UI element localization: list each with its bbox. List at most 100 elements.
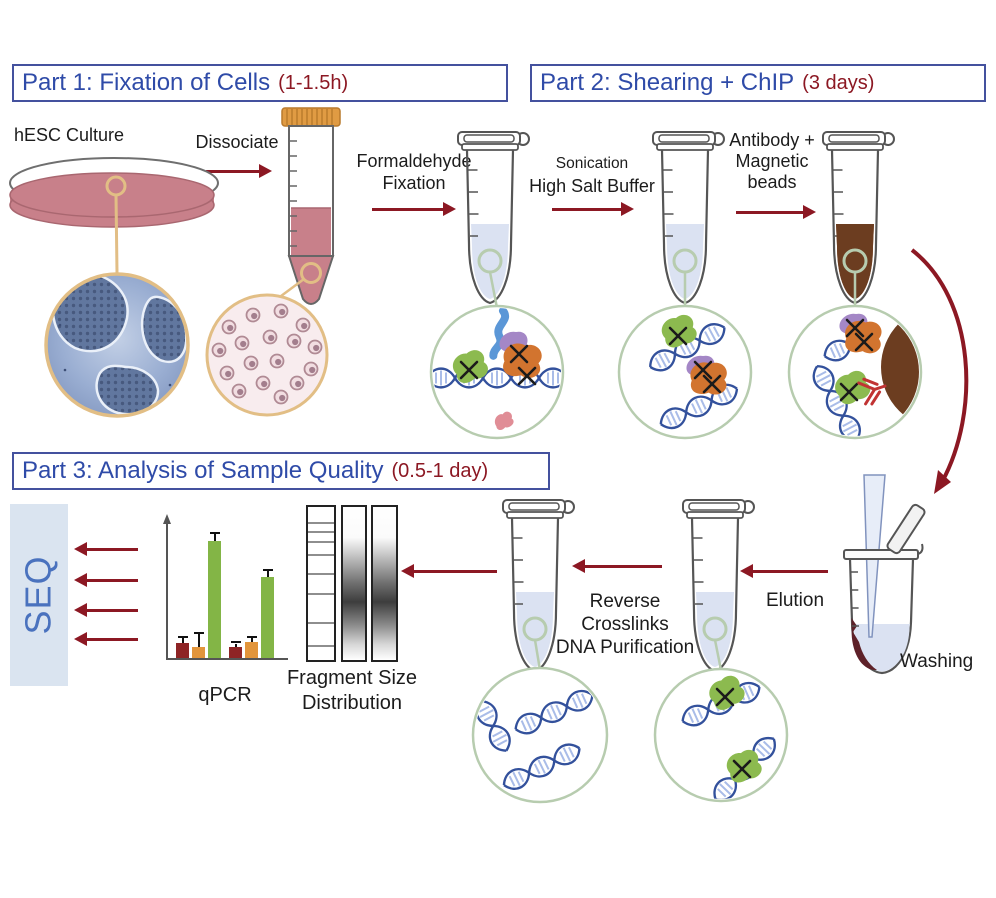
gel-ladder-band bbox=[308, 572, 334, 575]
qpcr-err-line bbox=[182, 638, 184, 644]
qpcr-bar bbox=[261, 577, 274, 658]
part1-title-box: Part 1: Fixation of Cells (1-1.5h) bbox=[12, 64, 508, 102]
antibody-label-line1: Antibody + bbox=[729, 130, 815, 150]
gel-smear-lane bbox=[371, 505, 398, 662]
qpcr-err-line bbox=[235, 643, 237, 648]
magnifier-ring-icon bbox=[300, 262, 322, 284]
magnifier-ring-icon bbox=[105, 175, 127, 197]
part3-duration: (0.5-1 day) bbox=[391, 459, 489, 482]
qpcr-y-axis bbox=[166, 524, 168, 660]
part2-title-box: Part 2: Shearing + ChIP (3 days) bbox=[530, 64, 986, 102]
wash-buffer-liquid bbox=[853, 624, 910, 672]
seq-arrow-icon bbox=[74, 573, 138, 587]
qpcr-caption: qPCR bbox=[198, 684, 252, 706]
gel-smear-lane bbox=[341, 505, 367, 662]
qpcr-bar bbox=[176, 643, 189, 658]
qpcr-x-axis bbox=[166, 658, 288, 660]
qpcr-bar bbox=[245, 642, 258, 658]
part1-duration: (1-1.5h) bbox=[278, 71, 349, 94]
pure-dna-inset bbox=[471, 666, 609, 804]
gel-ladder-band bbox=[308, 522, 334, 525]
part3-title: Part 3: Analysis of Sample Quality bbox=[22, 457, 384, 484]
cell-colony-shape bbox=[95, 364, 160, 416]
antibody-label-line2: Magnetic bbox=[735, 151, 809, 171]
gel-ladder-band bbox=[308, 592, 334, 595]
qpcr-err-line bbox=[267, 570, 269, 578]
part2-title: Part 2: Shearing + ChIP bbox=[540, 69, 795, 96]
antibody-beads-label: Antibody + Magnetic beads bbox=[729, 130, 815, 193]
gel-ladder-band bbox=[308, 540, 334, 543]
qpcr-y-axis-arrow bbox=[162, 514, 171, 524]
gel-ladder-band bbox=[308, 644, 334, 647]
elution-label: Elution bbox=[765, 590, 825, 611]
part1-title: Part 1: Fixation of Cells bbox=[22, 69, 271, 96]
magnifier-connector bbox=[114, 194, 119, 274]
fragment-size-label-line2: Distribution bbox=[301, 692, 403, 714]
sonication-label-line2: High Salt Buffer bbox=[529, 176, 655, 196]
reverse-label-line3: DNA Purification bbox=[555, 637, 695, 658]
formaldehyde-label-line2: Fixation bbox=[382, 173, 446, 193]
qpcr-err-line bbox=[214, 533, 216, 541]
qpcr-bar bbox=[192, 647, 205, 658]
sonication-label-line1: Sonication bbox=[555, 155, 629, 172]
microscopy-inset bbox=[46, 274, 188, 416]
gel-ladder-band bbox=[308, 531, 334, 534]
fragment-size-label: Fragment Size Distribution bbox=[287, 666, 417, 716]
dissociate-arrow-icon bbox=[206, 164, 272, 178]
washing-tube-illustration bbox=[843, 474, 926, 675]
part3-title-box: Part 3: Analysis of Sample Quality (0.5-… bbox=[12, 452, 550, 490]
qpcr-err-cap bbox=[247, 636, 257, 639]
part2-duration: (3 days) bbox=[802, 71, 875, 94]
qpcr-bar bbox=[208, 540, 221, 658]
seq-label: SEQ bbox=[18, 555, 59, 635]
antibody-arrow-icon bbox=[736, 205, 816, 219]
tube-chip-illustration bbox=[787, 130, 923, 440]
sonication-label: Sonication High Salt Buffer bbox=[529, 153, 655, 197]
reverse-label-line2: Crosslinks bbox=[581, 614, 669, 635]
hesc-culture-label: hESC Culture bbox=[14, 125, 125, 145]
bead-suspension-liquid bbox=[836, 224, 874, 299]
seq-panel: SEQ bbox=[10, 504, 68, 686]
reverse-crosslinks-arrow-icon bbox=[572, 559, 662, 573]
qpcr-err-cap bbox=[194, 632, 204, 635]
dissociated-cells-inset bbox=[205, 293, 329, 417]
qpcr-bar bbox=[229, 647, 242, 658]
qpcr-err-cap bbox=[231, 641, 241, 644]
gel-ladder-band bbox=[308, 554, 334, 557]
tube-cap-icon bbox=[281, 107, 341, 127]
qpcr-err-line bbox=[251, 638, 253, 643]
qpcr-err-cap bbox=[263, 568, 273, 571]
formaldehyde-label-line1: Formaldehyde bbox=[356, 151, 472, 171]
tube-purified-dna-illustration bbox=[471, 498, 609, 804]
seq-arrow-icon bbox=[74, 603, 138, 617]
washing-label: Washing bbox=[900, 651, 974, 672]
petri-dish-illustration bbox=[9, 157, 219, 418]
qpcr-err-cap bbox=[178, 636, 188, 639]
tube-elution-illustration bbox=[653, 498, 789, 803]
formaldehyde-arrow-icon bbox=[372, 202, 456, 216]
qpcr-chart bbox=[160, 514, 290, 662]
open-lid-icon bbox=[886, 503, 926, 555]
antibody-label-line3: beads bbox=[747, 172, 797, 192]
formaldehyde-label: Formaldehyde Fixation bbox=[356, 150, 471, 194]
qpcr-err-cap bbox=[210, 531, 220, 534]
conical-tube-illustration bbox=[205, 107, 341, 417]
reverse-label-line1: Reverse bbox=[589, 591, 661, 612]
sonication-arrow-icon bbox=[552, 202, 634, 216]
fragment-size-label-line1: Fragment Size bbox=[286, 667, 418, 689]
qpcr-err-line bbox=[198, 634, 200, 648]
gel-ladder-band bbox=[308, 621, 334, 624]
seq-arrow-icon bbox=[74, 632, 138, 646]
bead-pellet-shape bbox=[851, 618, 877, 671]
tube-sonication-illustration bbox=[617, 130, 753, 440]
curved-flow-arrow-icon bbox=[910, 248, 969, 494]
reverse-crosslinks-label: Reverse Crosslinks DNA Purification bbox=[556, 590, 694, 659]
gel-arrow-icon bbox=[401, 564, 497, 578]
elution-arrow-icon bbox=[740, 564, 828, 578]
tube-fixation-illustration bbox=[429, 130, 565, 440]
dissociate-label: Dissociate bbox=[195, 132, 279, 152]
seq-arrow-icon bbox=[74, 542, 138, 556]
qpcr-bars bbox=[168, 514, 290, 658]
gel-ladder-lane bbox=[306, 505, 336, 662]
